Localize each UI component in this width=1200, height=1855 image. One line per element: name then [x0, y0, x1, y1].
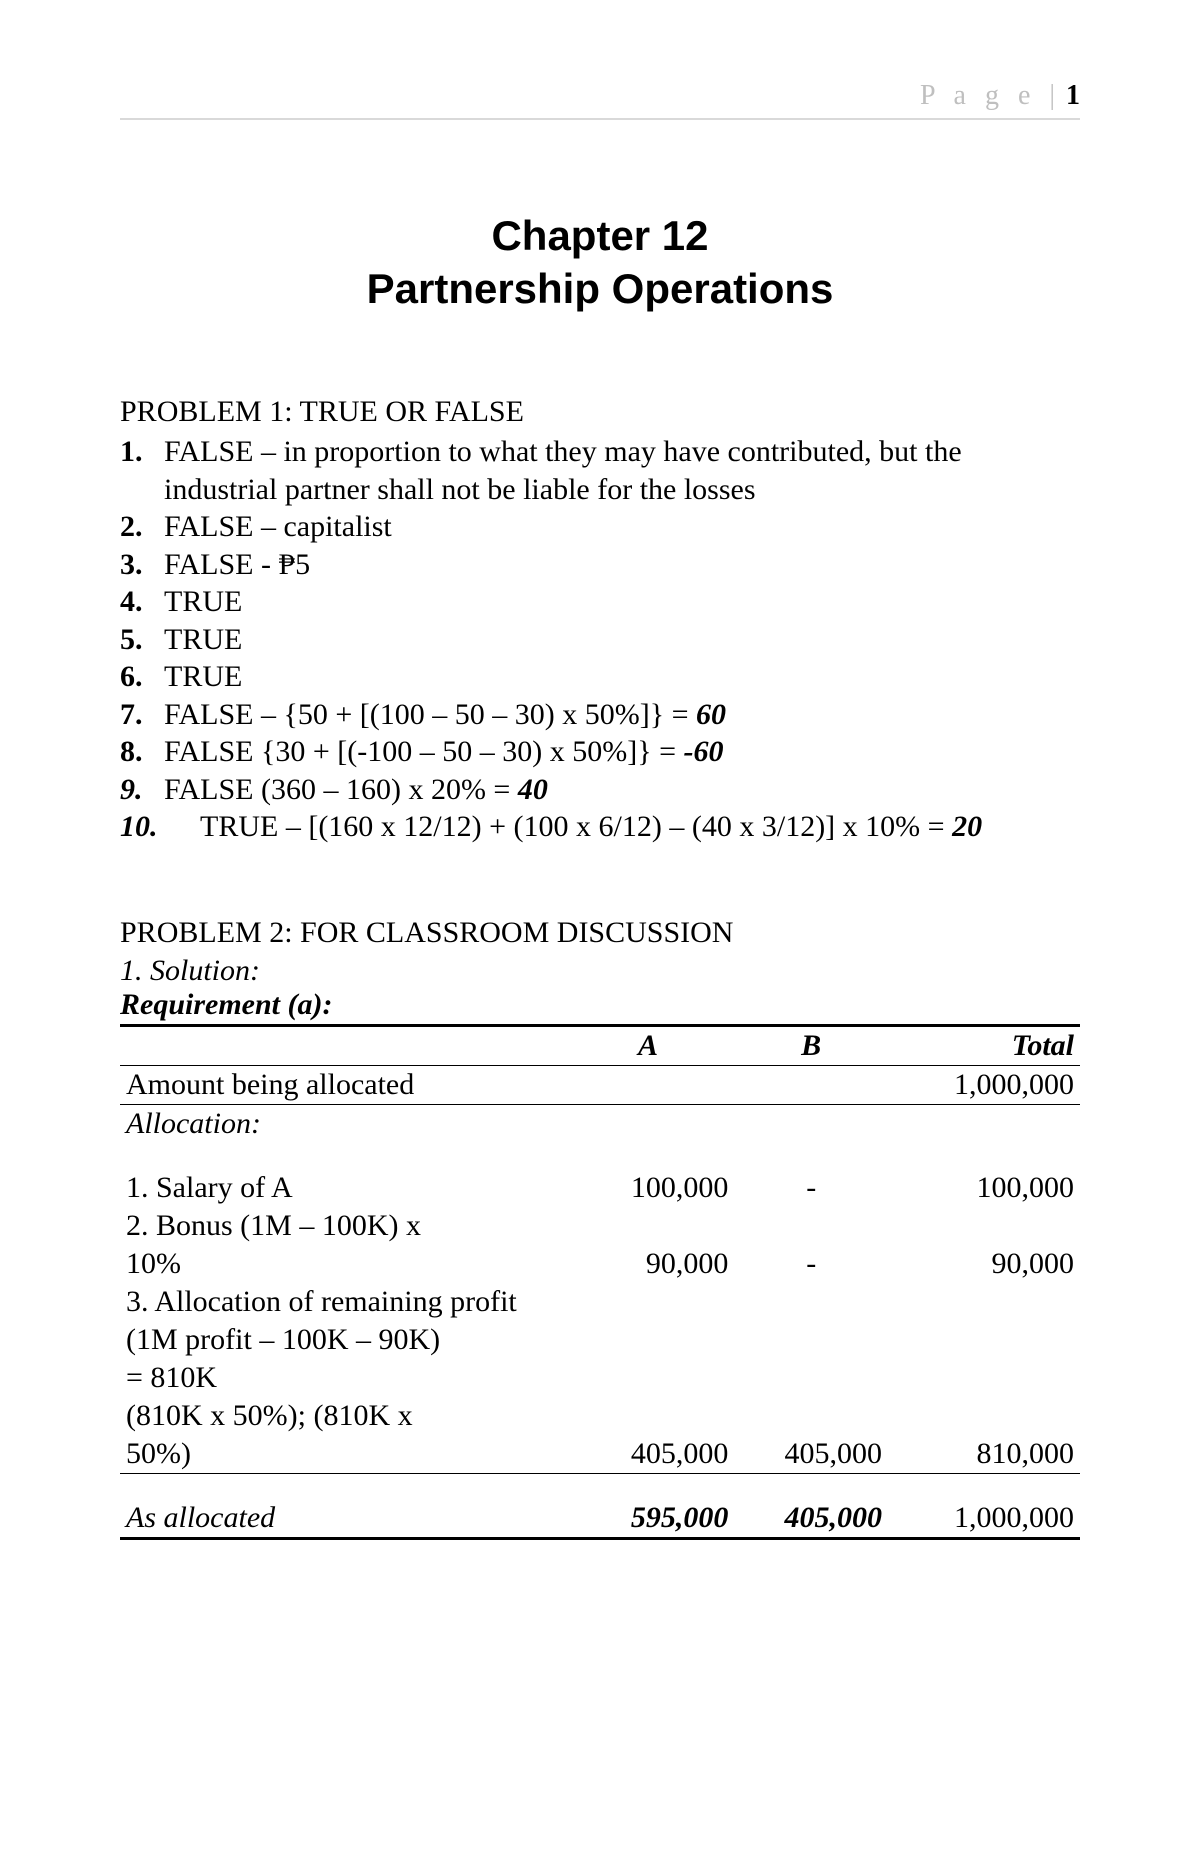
remaining-total: 810,000	[888, 1435, 1080, 1474]
list-item-body: TRUE – [(160 x 12/12) + (100 x 6/12) – (…	[200, 808, 1080, 846]
list-item-text: FALSE – {50 + [(100 – 50 – 30) x 50%]} =	[164, 698, 696, 731]
list-item-text: TRUE – [(160 x 12/12) + (100 x 6/12) – (…	[200, 810, 952, 843]
table-row: As allocated 595,000 405,000 1,000,000	[120, 1499, 1080, 1539]
table-row: Amount being allocated 1,000,000	[120, 1065, 1080, 1104]
as-allocated-b: 405,000	[734, 1499, 888, 1539]
amount-allocated-label: Amount being allocated	[120, 1065, 562, 1104]
col-header-a: A	[562, 1025, 735, 1065]
list-item: 10.TRUE – [(160 x 12/12) + (100 x 6/12) …	[120, 808, 1080, 846]
as-allocated-a: 595,000	[562, 1499, 735, 1539]
as-allocated-total: 1,000,000	[888, 1499, 1080, 1539]
remaining-sub3b: 50%)	[120, 1435, 562, 1474]
problem-2-title: PROBLEM 2: FOR CLASSROOM DISCUSSION	[120, 916, 1080, 950]
remaining-label: 3. Allocation of remaining profit	[120, 1283, 562, 1321]
bonus-label-a: 2. Bonus (1M – 100K) x	[120, 1207, 562, 1245]
bonus-a: 90,000	[562, 1245, 735, 1283]
list-item-body: FALSE – in proportion to what they may h…	[164, 433, 1080, 508]
problem-2-section: PROBLEM 2: FOR CLASSROOM DISCUSSION 1. S…	[120, 916, 1080, 1541]
list-item-text: FALSE {30 + [(-100 – 50 – 30) x 50%]} =	[164, 735, 684, 768]
salary-total: 100,000	[888, 1169, 1080, 1207]
table-row	[120, 1539, 1080, 1541]
chapter-title-block: Chapter 12 Partnership Operations	[120, 210, 1080, 315]
solution-label: 1. Solution:	[120, 954, 1080, 988]
remaining-sub3a: (810K x 50%); (810K x	[120, 1397, 562, 1435]
list-item-number: 5.	[120, 621, 164, 659]
salary-b: -	[734, 1169, 888, 1207]
problem-1-list: 1.FALSE – in proportion to what they may…	[120, 433, 1080, 846]
list-item-body: FALSE {30 + [(-100 – 50 – 30) x 50%]} = …	[164, 733, 1080, 771]
allocation-table: A B Total Amount being allocated 1,000,0…	[120, 1024, 1080, 1541]
list-item-body: FALSE - ₱5	[164, 546, 1080, 584]
list-item-body: TRUE	[164, 583, 1080, 621]
salary-a: 100,000	[562, 1169, 735, 1207]
table-row	[120, 1143, 1080, 1169]
requirement-label: Requirement (a):	[120, 988, 1080, 1022]
table-row: 3. Allocation of remaining profit	[120, 1283, 1080, 1321]
list-item: 9.FALSE (360 – 160) x 20% = 40	[120, 771, 1080, 809]
bonus-label-b: 10%	[120, 1245, 562, 1283]
header-separator: |	[1049, 80, 1062, 111]
table-row: = 810K	[120, 1359, 1080, 1397]
bonus-total: 90,000	[888, 1245, 1080, 1283]
list-item: 8.FALSE {30 + [(-100 – 50 – 30) x 50%]} …	[120, 733, 1080, 771]
list-item: 6.TRUE	[120, 658, 1080, 696]
table-row: (810K x 50%); (810K x	[120, 1397, 1080, 1435]
salary-label: 1. Salary of A	[120, 1169, 562, 1207]
chapter-number: Chapter 12	[120, 210, 1080, 263]
table-row: Allocation:	[120, 1104, 1080, 1143]
list-item: 2.FALSE – capitalist	[120, 508, 1080, 546]
list-item-number: 10.	[120, 808, 200, 846]
list-item-answer: 40	[518, 773, 548, 806]
list-item-answer: 20	[952, 810, 982, 843]
bonus-b: -	[734, 1245, 888, 1283]
header-page-number: 1	[1066, 80, 1080, 111]
list-item-number: 9.	[120, 771, 164, 809]
list-item-number: 1.	[120, 433, 164, 471]
table-row: 10% 90,000 - 90,000	[120, 1245, 1080, 1283]
chapter-title: Partnership Operations	[120, 263, 1080, 316]
table-row: 1. Salary of A 100,000 - 100,000	[120, 1169, 1080, 1207]
remaining-a: 405,000	[562, 1435, 735, 1474]
list-item: 1.FALSE – in proportion to what they may…	[120, 433, 1080, 508]
list-item-body: FALSE – {50 + [(100 – 50 – 30) x 50%]} =…	[164, 696, 1080, 734]
list-item-number: 8.	[120, 733, 164, 771]
list-item: 7.FALSE – {50 + [(100 – 50 – 30) x 50%]}…	[120, 696, 1080, 734]
as-allocated-label: As allocated	[120, 1499, 562, 1539]
list-item-answer: -60	[684, 735, 724, 768]
list-item-text: FALSE (360 – 160) x 20% =	[164, 773, 518, 806]
list-item-number: 4.	[120, 583, 164, 621]
list-item-body: TRUE	[164, 621, 1080, 659]
list-item-number: 3.	[120, 546, 164, 584]
table-row	[120, 1473, 1080, 1499]
remaining-sub2: = 810K	[120, 1359, 562, 1397]
col-header-total: Total	[888, 1025, 1080, 1065]
remaining-sub1: (1M profit – 100K – 90K)	[120, 1321, 562, 1359]
table-header-row: A B Total	[120, 1025, 1080, 1065]
table-row: (1M profit – 100K – 90K)	[120, 1321, 1080, 1359]
list-item-number: 2.	[120, 508, 164, 546]
list-item: 4.TRUE	[120, 583, 1080, 621]
page-header: P a g e | 1	[120, 80, 1080, 120]
allocation-label: Allocation:	[120, 1104, 562, 1143]
problem-1-section: PROBLEM 1: TRUE OR FALSE 1.FALSE – in pr…	[120, 395, 1080, 846]
remaining-b: 405,000	[734, 1435, 888, 1474]
col-header-b: B	[734, 1025, 888, 1065]
document-page: P a g e | 1 Chapter 12 Partnership Opera…	[0, 0, 1200, 1855]
list-item-body: TRUE	[164, 658, 1080, 696]
amount-allocated-total: 1,000,000	[888, 1065, 1080, 1104]
list-item: 3.FALSE - ₱5	[120, 546, 1080, 584]
header-page-word: P a g e	[920, 80, 1036, 111]
problem-1-title: PROBLEM 1: TRUE OR FALSE	[120, 395, 1080, 429]
list-item-body: FALSE (360 – 160) x 20% = 40	[164, 771, 1080, 809]
list-item-body: FALSE – capitalist	[164, 508, 1080, 546]
table-row: 2. Bonus (1M – 100K) x	[120, 1207, 1080, 1245]
list-item-answer: 60	[696, 698, 726, 731]
list-item-number: 7.	[120, 696, 164, 734]
table-row: 50%) 405,000 405,000 810,000	[120, 1435, 1080, 1474]
list-item: 5.TRUE	[120, 621, 1080, 659]
list-item-number: 6.	[120, 658, 164, 696]
